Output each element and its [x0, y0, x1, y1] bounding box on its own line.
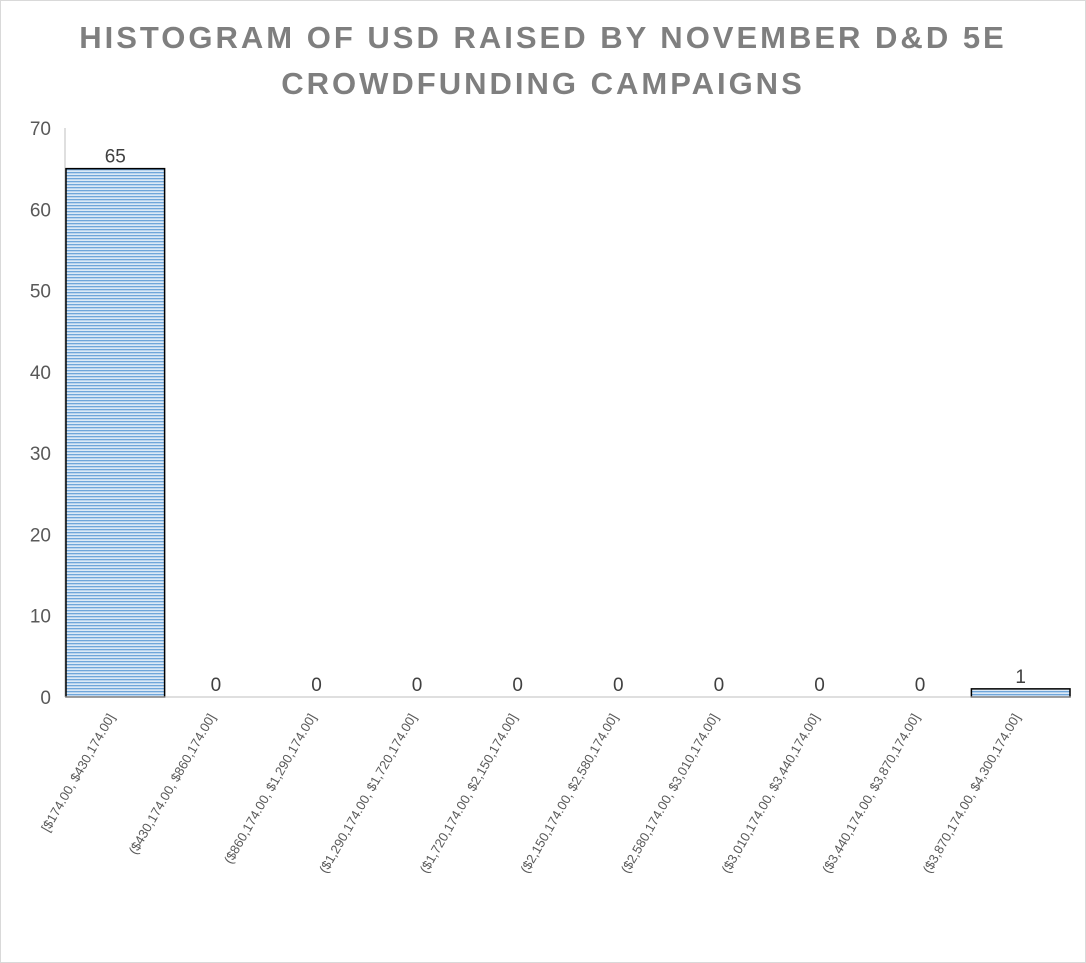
bar-value-label: 65: [105, 147, 126, 168]
bar-value-label: 0: [211, 675, 222, 696]
bar-value-label: 0: [512, 675, 523, 696]
x-category-label: ($1,290,174.00, $1,720,174.00]: [316, 711, 420, 876]
x-category-label: ($3,440,174.00, $3,870,174.00]: [819, 711, 923, 876]
x-category-label: ($430,174.00, $860,174.00]: [126, 711, 219, 857]
x-category-label: ($2,150,174.00, $2,580,174.00]: [517, 711, 621, 876]
y-axis: 0 10 20 30 40 50 60 70: [30, 119, 66, 709]
bars: [65, 167, 1071, 698]
x-axis: [$174.00, $430,174.00] ($430,174.00, $860…: [38, 696, 1071, 876]
x-category-label: ($1,720,174.00, $2,150,174.00]: [417, 711, 521, 876]
y-tick-label: 60: [30, 200, 51, 221]
x-category-label: ($860,174.00, $1,290,174.00]: [221, 711, 319, 866]
y-tick-label: 10: [30, 607, 51, 628]
x-category-label: [$174.00, $430,174.00]: [38, 711, 118, 834]
bar: [65, 167, 166, 698]
bar-value-label: 0: [311, 675, 322, 696]
x-category-label: ($3,010,174.00, $3,440,174.00]: [718, 711, 822, 876]
bar-value-label: 0: [412, 675, 423, 696]
y-tick-label: 70: [30, 119, 51, 140]
x-category-label: ($3,870,174.00, $4,300,174.00]: [920, 711, 1024, 876]
chart-title-line-1: HISTOGRAM OF USD RAISED BY NOVEMBER D&D …: [79, 20, 1007, 55]
bar-value-label: 0: [814, 675, 825, 696]
y-tick-label: 20: [30, 525, 51, 546]
x-category-label: ($2,580,174.00, $3,010,174.00]: [618, 711, 722, 876]
y-tick-label: 40: [30, 363, 51, 384]
bar-value-label: 0: [613, 675, 624, 696]
bar: [970, 688, 1071, 698]
data-labels: 65 0 0 0 0 0 0 0 0 1: [105, 147, 1026, 696]
y-tick-label: 30: [30, 444, 51, 465]
bar-value-label: 1: [1015, 667, 1026, 688]
bar-value-label: 0: [915, 675, 926, 696]
y-tick-label: 50: [30, 282, 51, 303]
bar-value-label: 0: [714, 675, 725, 696]
y-tick-label: 0: [40, 688, 51, 709]
chart-title-line-2: CROWDFUNDING CAMPAIGNS: [281, 66, 805, 101]
